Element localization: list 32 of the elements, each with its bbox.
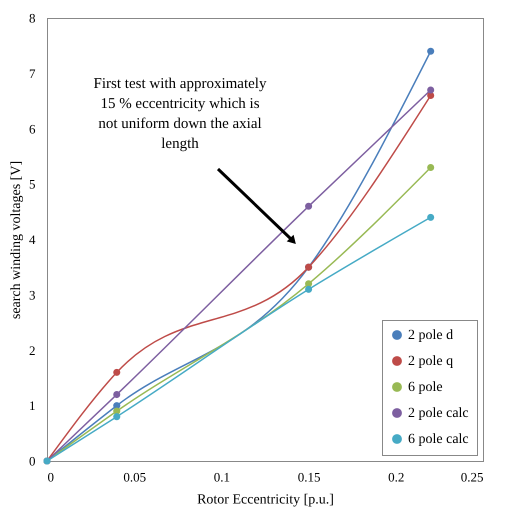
point (305, 202, 312, 210)
y-tick-label: 8 (29, 10, 36, 26)
point (113, 391, 120, 398)
annotation: First test with approximately 15 % eccentricity which is not uniform down the axial length (94, 76, 267, 152)
point (427, 164, 434, 172)
x-tick-label: 0.15 (298, 470, 320, 484)
x-tick-label: 0 (48, 470, 54, 484)
y-tick-label: 5 (29, 176, 36, 192)
y-tick-label: 7 (29, 66, 36, 81)
point (113, 368, 120, 376)
x-tick-label: 0.25 (460, 470, 484, 484)
x-tick-label: 0.2 (388, 470, 404, 484)
legend-label: 6 pole (408, 380, 443, 395)
y-axis-title: search winding voltages [V] (9, 160, 24, 320)
y-tick-label: 4 (29, 232, 36, 247)
point (427, 86, 434, 94)
legend-label: 2 pole calc (408, 406, 469, 421)
y-tick-label: 0 (29, 454, 36, 468)
y-tick-label: 3 (29, 287, 36, 302)
y-tick-label: 2 (29, 342, 36, 358)
legend-label: 6 pole calc (408, 432, 469, 447)
legend-label: 2 pole q (408, 354, 454, 369)
x-tick-label: 0.1 (214, 470, 230, 484)
point (113, 413, 120, 420)
point (427, 214, 434, 221)
y-tick-label: 6 (29, 121, 36, 136)
y-tick-label: 1 (29, 398, 36, 414)
point (427, 48, 434, 55)
x-axis-title: Rotor Eccentricity [p.u.] (197, 492, 334, 508)
legend-label: 2 pole d (408, 328, 454, 343)
point (305, 286, 312, 293)
x-tick-label: 0.05 (123, 470, 146, 484)
